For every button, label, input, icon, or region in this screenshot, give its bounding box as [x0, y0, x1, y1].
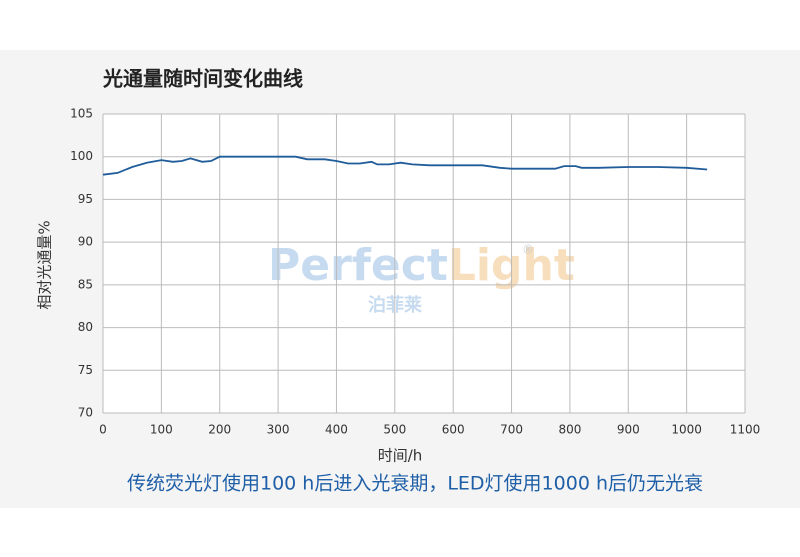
x-tick-label: 500 — [383, 423, 406, 437]
y-tick-label: 75 — [78, 363, 93, 377]
x-tick-label: 1100 — [730, 423, 761, 437]
y-tick-label: 80 — [78, 320, 93, 334]
watermark-mark: ® — [522, 243, 534, 257]
data-line — [102, 155, 708, 176]
x-axis-label: 时间/h — [378, 447, 423, 465]
x-tick-label: 800 — [558, 423, 581, 437]
caption: 传统荧光灯使用100 h后进入光衰期，LED灯使用1000 h后仍无光衰 — [127, 473, 703, 495]
y-tick-label: 105 — [70, 107, 93, 121]
x-tick-label: 600 — [442, 423, 465, 437]
watermark-part: Perfect — [268, 240, 448, 291]
x-tick-label: 200 — [208, 423, 231, 437]
x-tick-label: 0 — [99, 423, 107, 437]
y-tick-label: 70 — [78, 406, 93, 420]
y-tick-label: 90 — [78, 235, 93, 249]
y-tick-label: 85 — [78, 277, 93, 291]
x-tick-label: 400 — [325, 423, 348, 437]
y-tick-label: 100 — [70, 149, 93, 163]
chart-title: 光通量随时间变化曲线 — [102, 67, 303, 91]
plot-area — [103, 114, 745, 413]
x-tick-label: 100 — [150, 423, 173, 437]
x-tick-label: 1000 — [671, 423, 702, 437]
y-axis-label: 相对光通量% — [36, 220, 54, 309]
x-tick-label: 700 — [500, 423, 523, 437]
y-tick-label: 95 — [78, 192, 93, 206]
x-tick-label: 900 — [617, 423, 640, 437]
x-tick-label: 300 — [267, 423, 290, 437]
